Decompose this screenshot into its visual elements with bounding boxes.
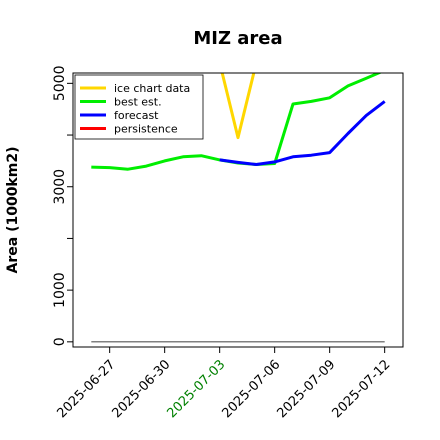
y-tick-label: 1000 (52, 272, 68, 308)
x-tick-label: 2025-06-30 (109, 357, 173, 421)
plot-frame (72, 72, 404, 348)
x-tick-label: 2025-07-06 (219, 357, 283, 421)
y-tick-label: 5000 (52, 66, 68, 102)
x-tick-label: 2025-07-12 (329, 357, 393, 421)
x-tick-label: 2025-07-09 (274, 357, 338, 421)
series-line-0 (220, 73, 256, 140)
x-axis: 2025-06-272025-06-302025-07-032025-07-06… (54, 347, 393, 421)
y-tick-label: 3000 (52, 169, 68, 205)
y-tick-label: 0 (52, 337, 68, 346)
y-axis-label: Area (1000km2) (5, 147, 21, 274)
y-axis: 0 1000 3000 5000 (52, 66, 73, 346)
plot-area (91, 73, 386, 343)
x-tick-label: 2025-07-03 (164, 357, 228, 421)
legend-label: best est. (114, 96, 162, 109)
legend-label: forecast (114, 109, 159, 122)
x-tick-label: 2025-06-27 (54, 357, 118, 421)
legend-label: ice chart data (114, 82, 190, 95)
chart-title: MIZ area (193, 28, 282, 49)
legend-label: persistence (114, 123, 178, 136)
series-line-2 (219, 100, 386, 166)
